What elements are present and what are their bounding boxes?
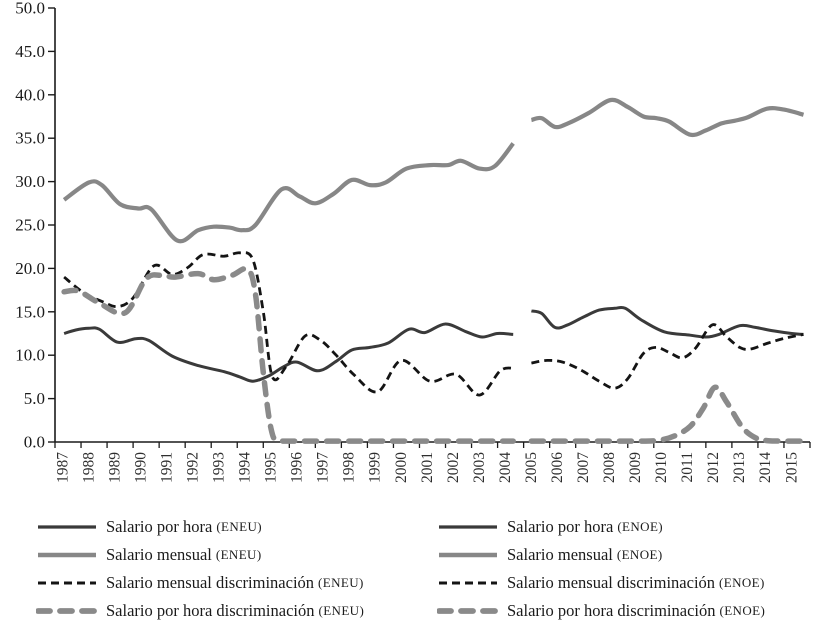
y-tick-label: 45.0 bbox=[15, 42, 45, 61]
legend-label: Salario por hora bbox=[507, 517, 614, 536]
x-tick-label: 2001 bbox=[419, 452, 436, 483]
x-tick-label: 2008 bbox=[601, 452, 618, 483]
series-hora-disc-eneu bbox=[61, 265, 516, 444]
legend-survey-tag: (ENEU) bbox=[318, 603, 365, 618]
legend-label: Salario por hora discriminación bbox=[507, 601, 716, 620]
y-tick-label: 5.0 bbox=[24, 389, 45, 408]
x-tick-label: 1990 bbox=[132, 452, 149, 483]
y-tick-label: 20.0 bbox=[15, 259, 45, 278]
x-tick-label: 2005 bbox=[523, 452, 540, 483]
solid-line-sample-icon bbox=[38, 552, 96, 558]
legend-label: Salario mensual bbox=[507, 545, 613, 564]
legend-item-hora-disc-eneu: Salario por hora discriminación (ENEU) bbox=[36, 597, 437, 625]
y-tick-label: 15.0 bbox=[15, 302, 45, 321]
legend-column-eneu: Salario por hora (ENEU) Salario mensual (EN… bbox=[36, 513, 437, 625]
series-hora-disc-enoe bbox=[528, 384, 807, 444]
legend-item-hora-eneu: Salario por hora (ENEU) bbox=[36, 513, 437, 541]
x-tick-label: 1991 bbox=[158, 452, 175, 483]
legend-survey-tag: (ENOE) bbox=[719, 603, 766, 618]
x-tick-label: 1999 bbox=[367, 452, 384, 483]
y-tick-label: 10.0 bbox=[15, 346, 45, 365]
x-tick-label: 2000 bbox=[393, 452, 410, 483]
solid-line-sample-icon bbox=[439, 525, 497, 529]
x-tick-label: 2011 bbox=[679, 452, 696, 482]
x-tick-label: 1994 bbox=[237, 452, 254, 483]
legend-survey-tag: (ENOE) bbox=[617, 519, 664, 534]
series-mensual-enoe bbox=[530, 97, 805, 138]
x-tick-label: 1993 bbox=[211, 452, 228, 483]
x-tick-label: 1989 bbox=[106, 452, 123, 483]
x-tick-label: 1998 bbox=[341, 452, 358, 483]
x-tick-label: 2003 bbox=[471, 452, 488, 483]
y-tick-label: 0.0 bbox=[24, 433, 45, 452]
dashed-line-sample-icon bbox=[36, 608, 98, 614]
legend-item-mensual-disc-enoe: Salario mensual discriminación (ENOE) bbox=[437, 569, 765, 597]
x-tick-label: 2004 bbox=[497, 452, 514, 483]
x-tick-label: 1997 bbox=[315, 452, 332, 483]
legend-label: Salario mensual discriminación bbox=[507, 573, 716, 592]
legend-column-enoe: Salario por hora (ENOE) Salario mensual (EN… bbox=[437, 513, 765, 625]
x-tick-label: 1987 bbox=[54, 452, 71, 483]
solid-line-sample-icon bbox=[439, 552, 497, 558]
x-tick-label: 1988 bbox=[80, 452, 97, 483]
y-tick-label: 35.0 bbox=[15, 129, 45, 148]
x-tick-label: 2009 bbox=[627, 452, 644, 483]
legend-item-mensual-eneu: Salario mensual (ENEU) bbox=[36, 541, 437, 569]
y-tick-label: 40.0 bbox=[15, 85, 45, 104]
x-tick-label: 2006 bbox=[549, 452, 566, 483]
legend-survey-tag: (ENEU) bbox=[215, 547, 262, 562]
x-tick-label: 1995 bbox=[263, 452, 280, 483]
series-hora-eneu bbox=[63, 322, 514, 383]
x-tick-label: 2015 bbox=[783, 452, 800, 483]
legend-label: Salario por hora discriminación bbox=[106, 601, 315, 620]
legend-item-hora-enoe: Salario por hora (ENOE) bbox=[437, 513, 765, 541]
x-tick-label: 2012 bbox=[705, 452, 722, 483]
legend-survey-tag: (ENOE) bbox=[616, 547, 663, 562]
line-chart-plot: 0.0 5.0 10.0 15.0 20.0 25.0 30.0 35.0 40.0 45.0 50… bbox=[15, 0, 811, 483]
legend-item-mensual-disc-eneu: Salario mensual discriminación (ENEU) bbox=[36, 569, 437, 597]
x-tick-label: 2002 bbox=[445, 452, 462, 483]
dashed-line-sample-icon bbox=[38, 581, 96, 585]
x-tick-label: 2014 bbox=[757, 452, 774, 483]
series-hora-enoe bbox=[531, 305, 804, 339]
x-tick-label: 2007 bbox=[575, 452, 592, 483]
dashed-line-sample-icon bbox=[437, 608, 499, 614]
legend-item-mensual-enoe: Salario mensual (ENOE) bbox=[437, 541, 765, 569]
legend-survey-tag: (ENOE) bbox=[719, 575, 765, 590]
x-tick-label: 1996 bbox=[289, 452, 306, 483]
dashed-line-sample-icon bbox=[439, 581, 497, 585]
x-tick-label: 2010 bbox=[653, 452, 670, 483]
series-mensual-eneu bbox=[62, 142, 515, 244]
x-tick-label: 2013 bbox=[731, 452, 748, 483]
chart-legend: Salario por hora (ENEU) Salario mensual (EN… bbox=[0, 513, 813, 625]
y-tick-label: 30.0 bbox=[15, 172, 45, 191]
legend-label: Salario mensual bbox=[106, 545, 212, 564]
legend-survey-tag: (ENEU) bbox=[318, 575, 364, 590]
solid-line-sample-icon bbox=[38, 525, 96, 529]
legend-survey-tag: (ENEU) bbox=[216, 519, 263, 534]
legend-label: Salario mensual discriminación bbox=[106, 573, 315, 592]
legend-item-hora-disc-enoe: Salario por hora discriminación (ENOE) bbox=[437, 597, 765, 625]
y-tick-label: 25.0 bbox=[15, 216, 45, 235]
x-tick-label: 1992 bbox=[184, 452, 201, 483]
legend-label: Salario por hora bbox=[106, 517, 213, 536]
y-tick-label: 50.0 bbox=[15, 0, 45, 18]
